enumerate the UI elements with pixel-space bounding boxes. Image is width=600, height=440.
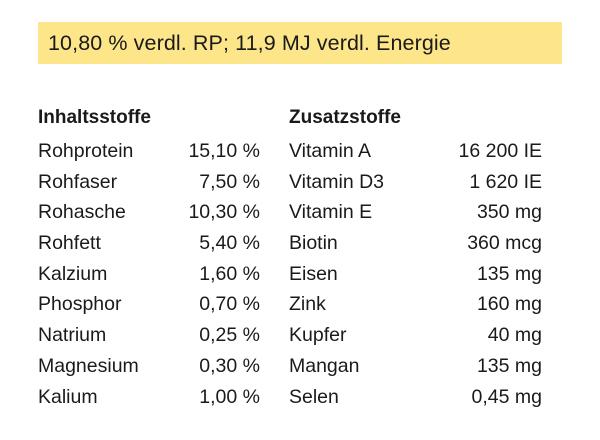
additive-row: Vitamin E 350 mg <box>289 197 542 228</box>
ingredient-name: Natrium <box>38 324 107 347</box>
ingredient-value: 7,50 % <box>199 170 260 193</box>
ingredient-row: Natrium 0,25 % <box>38 320 260 351</box>
additive-value: 16 200 IE <box>458 140 542 162</box>
additive-value: 360 mcg <box>467 232 542 255</box>
ingredient-value: 15,10 % <box>188 140 260 162</box>
ingredient-value: 5,40 % <box>199 232 260 255</box>
ingredient-name: Kalium <box>38 385 98 408</box>
ingredient-value: 0,30 % <box>199 354 260 377</box>
additive-name: Mangan <box>289 354 360 377</box>
ingredient-row: Magnesium 0,30 % <box>38 351 260 382</box>
additive-name: Selen <box>289 385 339 408</box>
additive-value: 135 mg <box>476 262 542 285</box>
ingredient-name: Kalzium <box>38 262 108 285</box>
additive-name: Kupfer <box>289 324 347 347</box>
additive-name: Vitamin A <box>289 140 372 162</box>
additives-header: Zusatzstoffe <box>289 107 401 128</box>
ingredient-name: Magnesium <box>38 354 139 377</box>
ingredient-name: Rohfett <box>38 232 101 255</box>
additives-list: Vitamin A 16 200 IE Vitamin D3 1 620 IE Vi… <box>289 136 542 412</box>
ingredient-row: Rohprotein 15,10 % <box>38 136 260 167</box>
ingredients-list: Rohprotein 15,10 % Rohfaser 7,50 % Rohasch… <box>38 136 260 412</box>
energy-banner-text: 10,80 % verdl. RP; 11,9 MJ verdl. Energi… <box>48 30 451 55</box>
additive-value: 350 mg <box>476 201 542 224</box>
ingredient-row: Kalzium 1,60 % <box>38 259 260 290</box>
ingredient-row: Rohfaser 7,50 % <box>38 167 260 198</box>
additive-name: Biotin <box>289 232 338 255</box>
additive-name: Vitamin D3 <box>289 170 385 193</box>
additive-value: 0,45 mg <box>471 385 542 408</box>
ingredients-section: Inhaltsstoffe Rohprotein 15,10 % Rohfaser… <box>38 106 260 412</box>
additive-row: Kupfer 40 mg <box>289 320 542 351</box>
energy-banner: 10,80 % verdl. RP; 11,9 MJ verdl. Energi… <box>38 22 562 64</box>
ingredient-name: Rohfaser <box>38 170 118 193</box>
ingredient-name: Phosphor <box>38 293 122 316</box>
ingredient-value: 1,00 % <box>199 385 260 408</box>
additive-value: 1 620 IE <box>469 170 542 193</box>
ingredient-row: Phosphor 0,70 % <box>38 289 260 320</box>
additive-name: Zink <box>289 293 326 316</box>
ingredient-name: Rohprotein <box>38 140 134 162</box>
ingredient-value: 0,25 % <box>199 324 260 347</box>
additive-name: Eisen <box>289 262 338 285</box>
additive-name: Vitamin E <box>289 201 373 224</box>
additive-value: 40 mg <box>487 324 542 347</box>
ingredient-value: 1,60 % <box>199 262 260 285</box>
ingredients-header: Inhaltsstoffe <box>38 107 151 128</box>
additive-row: Vitamin D3 1 620 IE <box>289 167 542 198</box>
ingredient-row: Rohfett 5,40 % <box>38 228 260 259</box>
ingredient-value: 0,70 % <box>199 293 260 316</box>
ingredient-row: Kalium 1,00 % <box>38 382 260 413</box>
additive-row: Biotin 360 mcg <box>289 228 542 259</box>
additive-value: 135 mg <box>476 354 542 377</box>
additive-row: Eisen 135 mg <box>289 259 542 290</box>
ingredient-value: 10,30 % <box>188 201 260 224</box>
additives-section: Zusatzstoffe Vitamin A 16 200 IE Vitamin … <box>289 106 542 412</box>
ingredient-row: Rohasche 10,30 % <box>38 197 260 228</box>
additive-row: Mangan 135 mg <box>289 351 542 382</box>
additive-value: 160 mg <box>476 293 542 316</box>
additive-row: Vitamin A 16 200 IE <box>289 136 542 167</box>
additive-row: Selen 0,45 mg <box>289 382 542 413</box>
ingredient-name: Rohasche <box>38 201 126 224</box>
additive-row: Zink 160 mg <box>289 289 542 320</box>
